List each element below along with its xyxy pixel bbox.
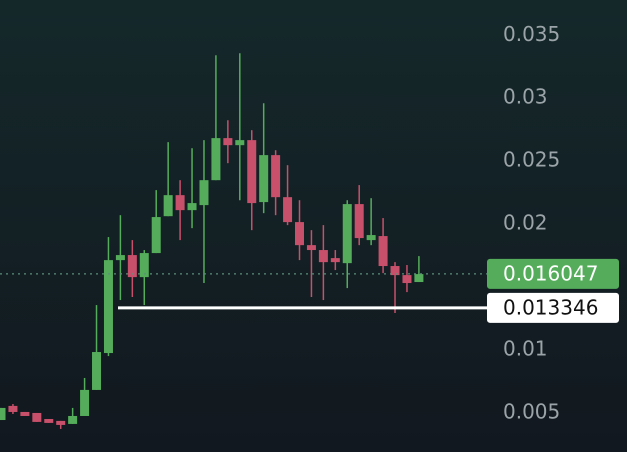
candle-body — [92, 352, 102, 390]
candle-body — [187, 203, 197, 211]
y-tick-label: 0.025 — [503, 148, 560, 172]
candle-body — [68, 415, 78, 424]
candle-body — [103, 260, 113, 354]
last-price-label: 0.016047 — [503, 261, 598, 285]
candle-body — [342, 204, 352, 264]
y-tick-label: 0.02 — [503, 211, 548, 235]
candle-body — [115, 255, 125, 261]
candle-body — [199, 180, 209, 206]
candle-body — [139, 253, 149, 278]
candle-body — [283, 197, 293, 223]
marked-price-label: 0.013346 — [503, 295, 598, 319]
candle-body — [306, 245, 316, 251]
y-tick-label: 0.01 — [503, 337, 548, 361]
candle-body — [211, 138, 221, 181]
candle-body — [354, 204, 364, 239]
candle-body — [56, 420, 66, 425]
candle-body — [390, 266, 400, 276]
candle-body — [414, 274, 424, 283]
candle-body — [271, 155, 281, 198]
candle-body — [8, 405, 18, 412]
candle-body — [0, 407, 6, 421]
candle-body — [20, 411, 30, 416]
candle-body — [247, 140, 257, 204]
candle-body — [223, 138, 233, 146]
candle-body — [295, 222, 304, 246]
marked-price-badge — [487, 292, 619, 323]
candle-body — [259, 155, 269, 203]
candle-body — [151, 217, 161, 254]
candle-body — [44, 419, 54, 423]
y-tick-label: 0.035 — [503, 22, 560, 46]
candle-body — [318, 250, 328, 263]
candle-body — [366, 235, 376, 241]
candle-body — [80, 389, 90, 416]
y-tick-label: 0.03 — [503, 85, 548, 109]
candle-body — [127, 255, 137, 278]
candle-body — [175, 195, 185, 211]
candle-body — [330, 258, 340, 263]
candle-body — [402, 275, 412, 284]
candle-body — [378, 236, 388, 267]
candle-body — [235, 140, 245, 146]
candle-body — [163, 195, 173, 217]
candle-body — [32, 412, 42, 422]
last-price-badge — [487, 258, 619, 289]
y-tick-label: 0.005 — [503, 399, 560, 423]
